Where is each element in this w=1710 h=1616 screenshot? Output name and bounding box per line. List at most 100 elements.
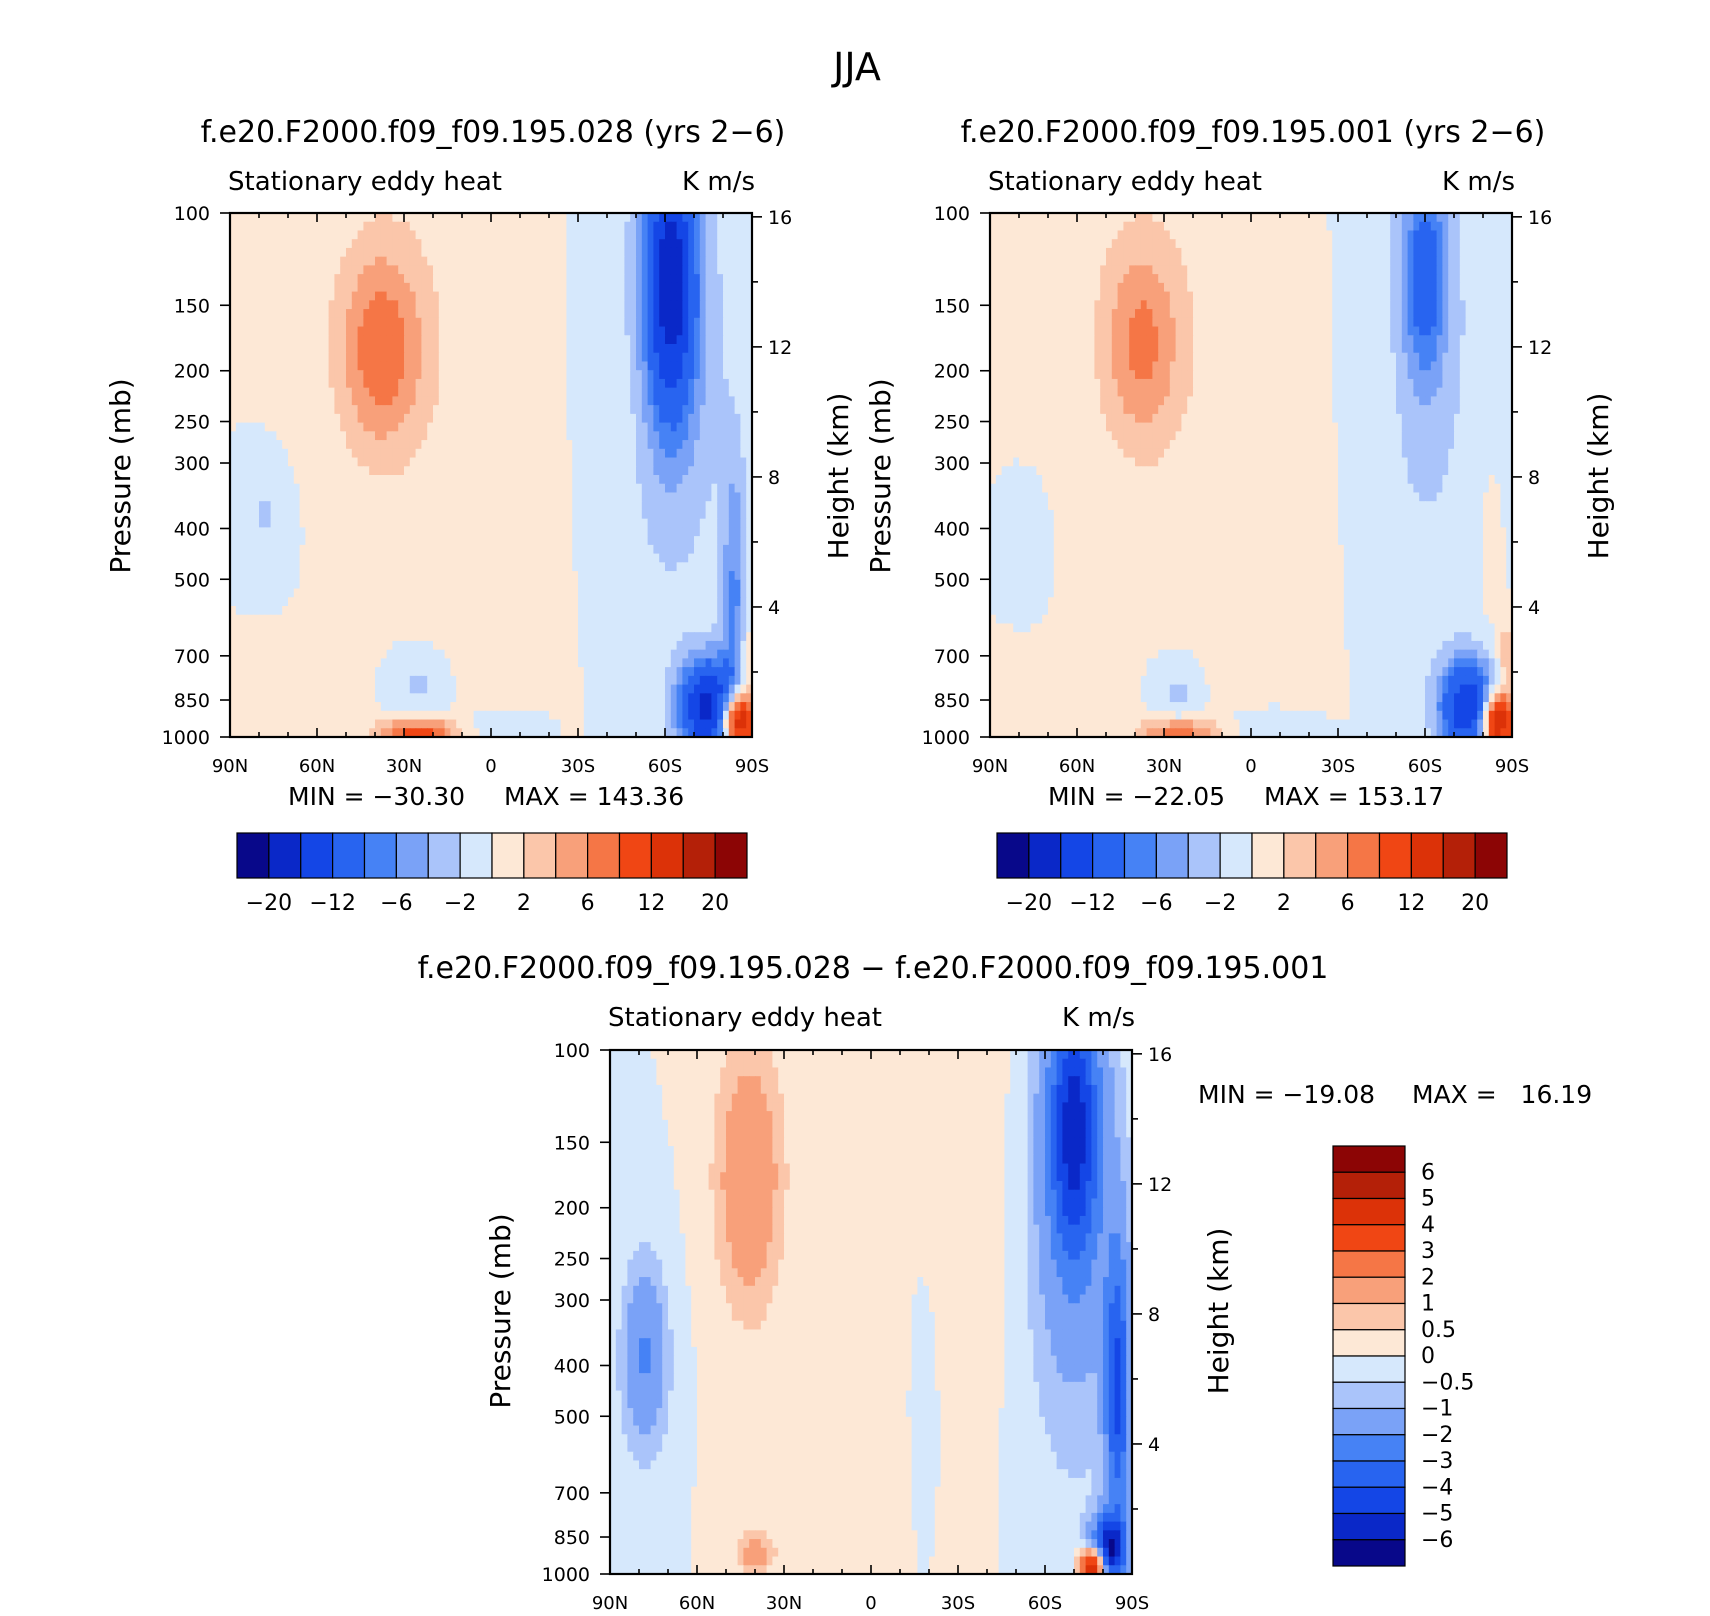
field-cell (276, 623, 283, 633)
field-cell (624, 431, 631, 441)
field-cell (456, 370, 463, 380)
field-cell (230, 536, 237, 546)
field-cell (728, 247, 736, 258)
field-cell (241, 501, 248, 511)
field-cell (293, 466, 301, 476)
field-cell (601, 213, 608, 223)
field-cell (601, 623, 608, 633)
field-cell (369, 640, 376, 651)
field-cell (705, 501, 712, 511)
field-cell (688, 597, 695, 607)
field-cell (415, 448, 422, 459)
field-cell (543, 300, 550, 310)
field-cell (653, 579, 660, 590)
field-cell (241, 588, 248, 598)
field-cell (322, 501, 330, 511)
field-cell (467, 387, 475, 397)
field-cell (554, 448, 562, 459)
field-cell (444, 501, 451, 511)
field-cell (305, 265, 312, 275)
field-cell (230, 579, 237, 590)
field-cell (502, 501, 509, 511)
field-cell (520, 396, 527, 406)
field-cell (462, 675, 469, 686)
field-cell (235, 344, 243, 354)
field-cell (734, 230, 741, 240)
field-cell (369, 623, 376, 633)
field-cell (293, 518, 301, 528)
field-cell (653, 352, 660, 363)
field-cell (427, 684, 434, 694)
field-cell (641, 579, 649, 590)
field-cell (259, 623, 266, 633)
field-cell (328, 606, 335, 616)
field-cell (328, 667, 335, 677)
field-cell (409, 265, 417, 275)
field-cell (270, 457, 277, 467)
field-cell (421, 693, 428, 703)
field-cell (299, 300, 306, 310)
field-cell (624, 247, 631, 258)
field-cell (537, 405, 544, 415)
field-cell (670, 684, 678, 694)
field-cell (630, 466, 637, 476)
field-cell (624, 623, 631, 633)
field-cell (456, 684, 463, 694)
field-cell (723, 544, 730, 555)
field-cell (363, 326, 370, 336)
field-cell (496, 282, 504, 293)
field-cell (438, 501, 446, 511)
field-cell (618, 614, 625, 625)
field-cell (728, 230, 736, 240)
field-cell (311, 457, 318, 467)
field-cell (404, 466, 411, 476)
field-cell (520, 614, 527, 625)
field-cell (508, 571, 515, 581)
field-cell (607, 606, 614, 616)
field-cell (334, 352, 341, 363)
field-cell (508, 492, 515, 502)
field-cell (288, 597, 295, 607)
field-cell (723, 282, 730, 293)
field-cell (647, 256, 654, 266)
field-cell (444, 431, 451, 441)
field-cell (728, 466, 736, 476)
field-cell (276, 667, 283, 677)
field-cell (462, 387, 469, 397)
field-cell (543, 509, 550, 520)
field-cell (421, 274, 428, 284)
field-cell (728, 632, 736, 642)
field-cell (369, 344, 376, 354)
field-cell (427, 640, 434, 651)
field-cell (676, 213, 683, 223)
field-cell (328, 326, 335, 336)
field-cell (462, 597, 469, 607)
field-cell (572, 518, 579, 528)
field-cell (293, 448, 301, 459)
field-cell (247, 597, 254, 607)
field-cell (317, 221, 324, 232)
field-cell (740, 588, 747, 598)
field-cell (346, 230, 353, 240)
field-cell (380, 466, 388, 476)
field-cell (728, 378, 736, 389)
field-cell (578, 291, 585, 301)
field-cell (607, 667, 614, 677)
field-cell (357, 344, 364, 354)
field-cell (502, 614, 509, 625)
field-cell (734, 282, 741, 293)
field-cell (502, 640, 509, 651)
field-cell (409, 614, 417, 625)
field-cell (659, 361, 666, 371)
field-cell (363, 623, 370, 633)
field-cell (746, 527, 753, 537)
field-cell (520, 588, 527, 598)
field-cell (433, 370, 440, 380)
field-cell (612, 562, 620, 572)
field-cell (711, 606, 718, 616)
field-cell (682, 527, 689, 537)
field-cell (450, 466, 457, 476)
field-cell (398, 370, 405, 380)
field-cell (653, 562, 660, 572)
field-cell (421, 247, 428, 258)
